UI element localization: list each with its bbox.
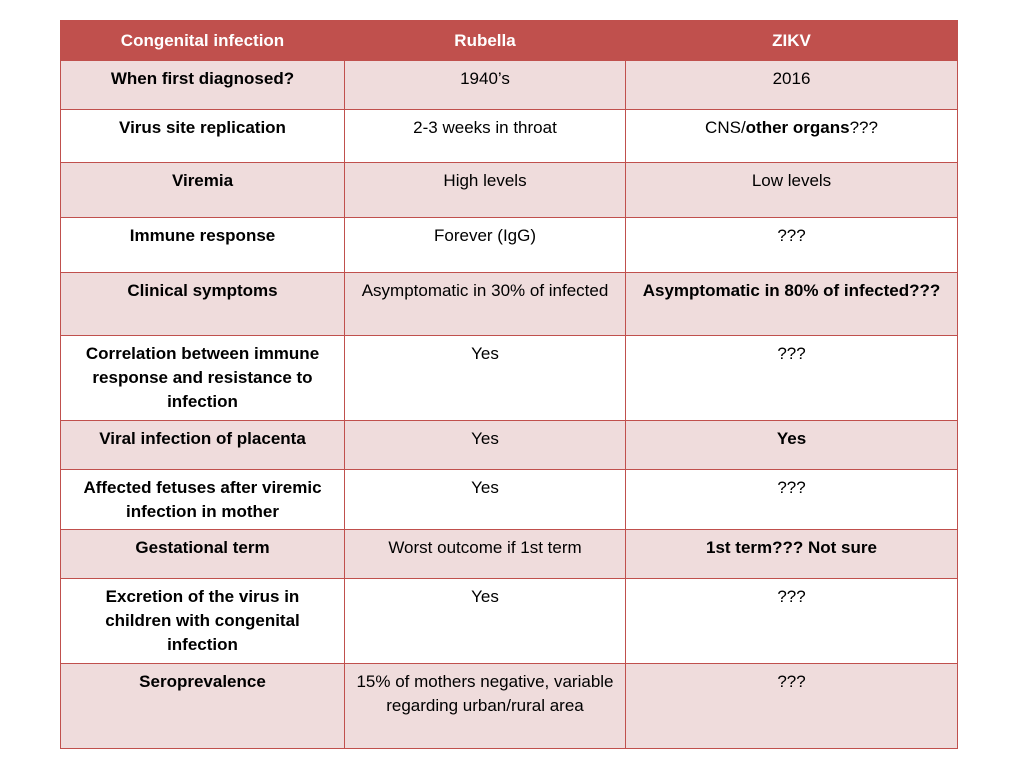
table-row: Virus site replication 2-3 weeks in thro…	[60, 109, 958, 163]
zikv-cell: CNS/other organs???	[625, 109, 958, 163]
row-label: Affected fetuses after viremic infection…	[60, 469, 345, 530]
row-label: Seroprevalence	[60, 663, 345, 749]
row-label: Clinical symptoms	[60, 272, 345, 336]
zikv-cell: ???	[625, 335, 958, 421]
row-label: Viremia	[60, 162, 345, 218]
zikv-cell: ???	[625, 578, 958, 664]
row-label: Correlation between immune response and …	[60, 335, 345, 421]
table-row: Correlation between immune response and …	[60, 335, 958, 421]
table-row: Excretion of the virus in children with …	[60, 578, 958, 664]
table-row: Affected fetuses after viremic infection…	[60, 469, 958, 530]
row-label: Viral infection of placenta	[60, 420, 345, 470]
table-row: When first diagnosed? 1940’s 2016	[60, 60, 958, 110]
rubella-cell: Asymptomatic in 30% of infected	[344, 272, 626, 336]
table-row: Viremia High levels Low levels	[60, 162, 958, 218]
table-row: Clinical symptoms Asymptomatic in 30% of…	[60, 272, 958, 336]
table-row: Seroprevalence 15% of mothers negative, …	[60, 663, 958, 749]
zikv-bold-text: other organs	[745, 118, 850, 137]
table-row: Gestational term Worst outcome if 1st te…	[60, 529, 958, 579]
rubella-cell: Yes	[344, 420, 626, 470]
row-label: When first diagnosed?	[60, 60, 345, 110]
zikv-tail-text: ???	[849, 118, 878, 137]
zikv-cell: ???	[625, 469, 958, 530]
row-label: Immune response	[60, 217, 345, 273]
rubella-cell: Yes	[344, 469, 626, 530]
zikv-cell: ???	[625, 217, 958, 273]
rubella-cell: 1940’s	[344, 60, 626, 110]
rubella-cell: 15% of mothers negative, variable regard…	[344, 663, 626, 749]
rubella-cell: Worst outcome if 1st term	[344, 529, 626, 579]
row-label: Virus site replication	[60, 109, 345, 163]
row-label: Gestational term	[60, 529, 345, 579]
zikv-cell: ???	[625, 663, 958, 749]
table-row: Viral infection of placenta Yes Yes	[60, 420, 958, 470]
rubella-cell: Forever (IgG)	[344, 217, 626, 273]
zikv-cell: 1st term??? Not sure	[625, 529, 958, 579]
comparison-table: Congenital infection Rubella ZIKV When f…	[60, 20, 958, 749]
header-rubella: Rubella	[344, 20, 626, 61]
zikv-cell: Low levels	[625, 162, 958, 218]
rubella-cell: 2-3 weeks in throat	[344, 109, 626, 163]
zikv-plain-text: CNS/	[705, 118, 746, 137]
rubella-cell: Yes	[344, 578, 626, 664]
header-row: Congenital infection Rubella ZIKV	[60, 20, 958, 61]
rubella-cell: Yes	[344, 335, 626, 421]
zikv-cell: Asymptomatic in 80% of infected???	[625, 272, 958, 336]
header-zikv: ZIKV	[625, 20, 958, 61]
row-label: Excretion of the virus in children with …	[60, 578, 345, 664]
rubella-cell: High levels	[344, 162, 626, 218]
zikv-cell: 2016	[625, 60, 958, 110]
zikv-cell: Yes	[625, 420, 958, 470]
header-congenital-infection: Congenital infection	[60, 20, 345, 61]
table-row: Immune response Forever (IgG) ???	[60, 217, 958, 273]
